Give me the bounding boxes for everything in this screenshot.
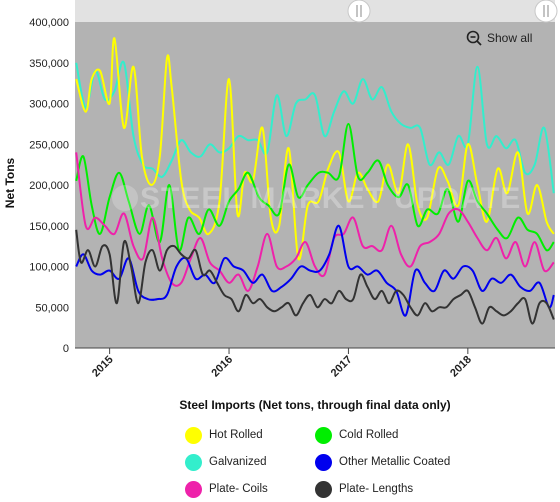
legend-item-plate-coils[interactable]: Plate- Coils — [185, 480, 315, 498]
x-tick-label: 2017 — [329, 354, 355, 380]
series-layer — [75, 37, 555, 325]
y-tick-label: 300,000 — [29, 99, 69, 111]
legend-label: Other Metallic Coated — [339, 456, 451, 468]
y-tick-label: 100,000 — [29, 262, 69, 274]
legend-marker — [185, 480, 202, 498]
legend: Hot Rolled Cold Rolled Galvanized Other Met… — [185, 426, 485, 498]
navigator-handle-right[interactable] — [534, 0, 558, 23]
x-axis: 2015 2016 2017 2018 — [90, 348, 474, 379]
watermark-text: STEEL MARKET UPDATE — [140, 182, 522, 215]
series-line-cold-rolled[interactable] — [75, 122, 555, 252]
series-line-hot-rolled[interactable] — [75, 37, 555, 261]
y-tick-label: 350,000 — [29, 58, 69, 70]
legend-marker — [315, 426, 332, 444]
series-line-plate-lengths[interactable] — [75, 229, 555, 325]
chart-title: Steel Imports (Net tons, through final d… — [179, 398, 450, 412]
legend-item-hot-rolled[interactable]: Hot Rolled — [185, 426, 315, 444]
legend-marker — [315, 480, 332, 498]
x-tick-label: 2016 — [209, 354, 235, 380]
y-tick-label: 150,000 — [29, 221, 69, 233]
y-tick-label: 0 — [63, 343, 69, 355]
watermark: STEEL MARKET UPDATE — [112, 182, 521, 216]
legend-label: Cold Rolled — [339, 429, 399, 441]
show-all-button[interactable]: Show all — [466, 30, 532, 46]
navigator-track — [75, 0, 555, 22]
series-line-galvanized[interactable] — [75, 60, 555, 194]
legend-item-plate-lengths[interactable]: Plate- Lengths — [315, 480, 465, 498]
legend-marker — [185, 453, 202, 471]
series-line-other-metallic-coated[interactable] — [75, 224, 555, 317]
y-tick-label: 400,000 — [29, 17, 69, 29]
y-tick-label: 250,000 — [29, 139, 69, 151]
x-tick-label: 2015 — [90, 354, 116, 380]
legend-label: Galvanized — [209, 456, 267, 468]
plot-area — [75, 0, 555, 348]
legend-marker — [315, 453, 332, 471]
zoom-out-icon — [466, 30, 482, 46]
show-all-label: Show all — [487, 31, 533, 45]
series-line-plate-coils[interactable] — [75, 152, 555, 292]
legend-item-cold-rolled[interactable]: Cold Rolled — [315, 426, 465, 444]
x-tick-label: 2018 — [448, 354, 474, 380]
watermark-logo-icon — [112, 185, 138, 211]
legend-item-other-metallic-coated[interactable]: Other Metallic Coated — [315, 453, 465, 471]
y-axis: 0 50,000 100,000 150,000 200,000 250,000 300,0… — [29, 17, 69, 355]
navigator-handle-left[interactable] — [347, 0, 371, 23]
legend-label: Plate- Coils — [209, 483, 268, 495]
y-axis-title: Net Tons — [3, 157, 17, 208]
legend-label: Hot Rolled — [209, 429, 263, 441]
legend-item-galvanized[interactable]: Galvanized — [185, 453, 315, 471]
legend-label: Plate- Lengths — [339, 483, 414, 495]
y-tick-label: 200,000 — [29, 180, 69, 192]
legend-marker — [185, 426, 202, 444]
y-tick-label: 50,000 — [35, 302, 69, 314]
